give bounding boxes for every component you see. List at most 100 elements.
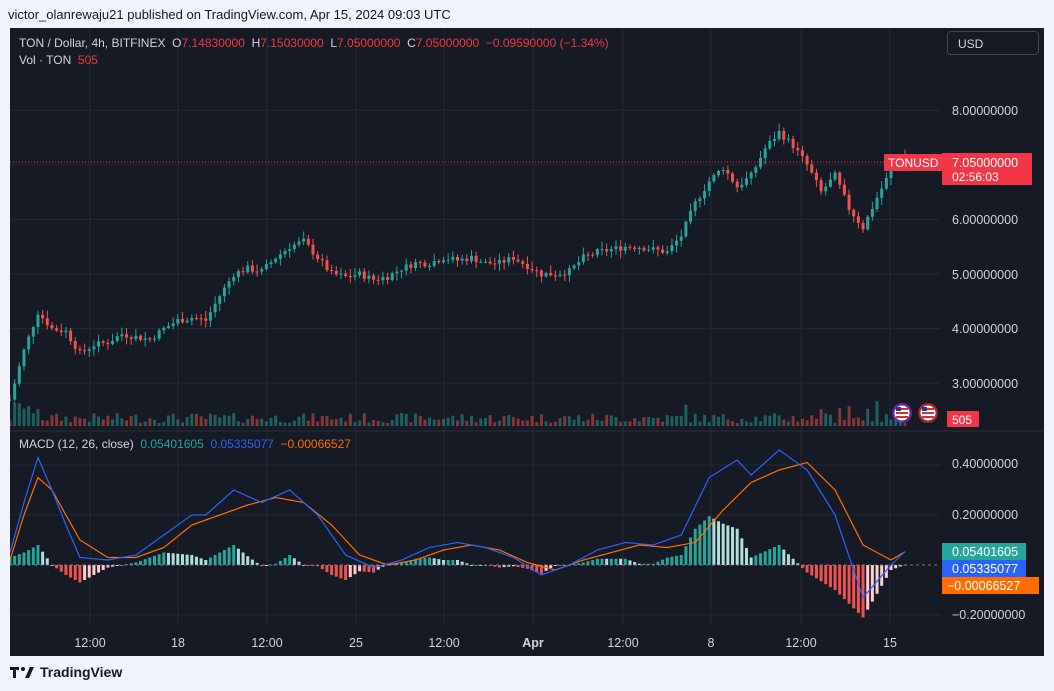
macd-histogram-bar [376,565,380,570]
volume-bar [344,421,348,426]
volume-bar [707,422,711,426]
volume-bar [250,415,254,426]
volume-bar [852,418,856,426]
tradingview-footer[interactable]: TradingView [10,664,122,680]
candle-body [507,257,511,263]
volume-bar [651,417,655,426]
us-flag-event-icon[interactable] [892,403,912,423]
candle-body [614,246,618,250]
candle-body [609,249,613,252]
macd-histogram-bar [27,550,31,565]
volume-bar [609,415,613,426]
candle-body [390,273,394,281]
macd-histogram-bar [218,552,222,565]
candle-body [712,175,716,182]
candle-body [194,318,198,320]
volume-bar [745,421,749,426]
volume-bar [488,415,492,426]
chart-canvas[interactable]: 8.00000000 6.00000000 5.00000000 4.00000… [8,28,1044,656]
volume-bar [55,413,59,426]
candle-body [889,169,893,178]
volume-bar [27,406,31,426]
macd-histogram-bar [894,565,898,569]
candle-body [861,222,865,230]
candle-body [474,255,478,263]
candle-body [288,249,292,251]
volume-bar [483,418,487,426]
candle-body [619,246,623,251]
candle-body [670,245,674,252]
macd-histogram-bar [428,557,432,565]
candle-body [22,349,26,367]
currency-selector-button[interactable]: USD [947,31,1039,55]
volume-bar [222,415,226,426]
macd-histogram-bar [530,565,534,571]
volume-bar [306,420,310,426]
macd-histogram-bar [45,558,49,565]
candle-body [488,261,492,264]
candle-body [180,318,184,323]
candle-body [27,336,31,350]
candle-body [59,330,63,333]
macd-histogram-bar [614,558,618,565]
volume-bar [180,422,184,426]
candle-body [414,262,418,269]
candle-body [250,265,254,272]
macd-histogram-bar [842,565,846,600]
candle-body [358,271,362,276]
volume-bar [511,417,515,426]
macd-histogram-bar [92,565,96,575]
macd-histogram-bar [409,560,413,565]
candle-body [166,326,170,328]
macd-histogram-bar [292,558,296,565]
candle-body [31,327,35,337]
volume-bar [866,408,870,426]
time-tick: 18 [171,636,185,650]
candle-body [735,181,739,188]
volume-bar [101,419,105,426]
macd-label[interactable]: MACD (12, 26, close) [19,437,134,451]
last-price-text: 7.05000000 [952,156,1018,170]
macd-histogram-bar [17,554,21,565]
volume-bar [521,420,525,426]
macd-histogram-bar [13,555,17,565]
macd-histogram-bar [819,565,823,582]
macd-histogram-bar [334,565,338,577]
candle-body [316,254,320,260]
volume-bar [786,421,790,426]
time-tick: 12:00 [785,636,816,650]
us-flag-event-icon[interactable] [918,403,938,423]
volume-bar [600,420,604,426]
macd-histogram-bar [180,554,184,565]
candle-body [828,179,832,187]
volume-bar [358,420,362,426]
macd-histogram-bar [418,558,422,565]
candle-body [856,216,860,223]
macd-histogram-bar [605,558,609,565]
time-axis: 12:00 18 12:00 25 12:00 Apr 12:00 8 12:0… [74,636,897,650]
volume-bar [577,415,581,426]
macd-histogram-bar [758,553,762,565]
volume-bar [698,421,702,426]
volume-bar [297,416,301,426]
macd-value: 0.05401605 [140,437,204,451]
symbol-price-tag: TONUSD 7.05000000 02:56:03 [884,153,1032,185]
macd-histogram-bar [171,553,175,565]
candle-body [283,250,287,255]
chart-frame[interactable]: 8.00000000 6.00000000 5.00000000 4.00000… [8,28,1044,656]
volume-bar [572,419,576,426]
candle-body [334,270,338,275]
macd-histogram-bar [153,555,157,565]
macd-histogram-bar [208,557,212,565]
candlesticks [8,123,907,402]
volume-bar [362,413,366,426]
macd-histogram-bar [87,565,91,578]
candle-body [539,270,543,277]
tradingview-logo-icon [10,667,34,678]
candle-body [469,255,473,262]
candle-body [320,259,324,261]
symbol-label[interactable]: TON / Dollar, 4h, BITFINEX [19,36,166,50]
candle-body [232,276,236,282]
macd-histogram-bar [111,565,115,567]
volume-bar [628,421,632,426]
